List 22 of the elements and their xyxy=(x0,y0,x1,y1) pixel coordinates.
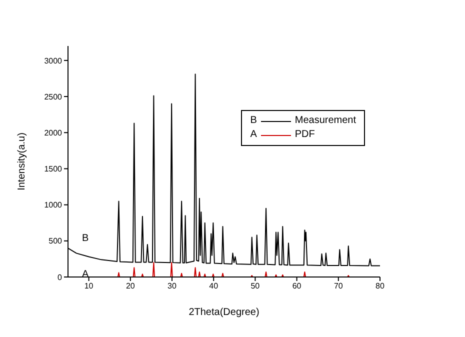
x-tick-label: 70 xyxy=(334,282,344,291)
annotation: B xyxy=(250,114,257,128)
x-tick-label: 50 xyxy=(250,282,260,291)
x-tick-label: 30 xyxy=(168,282,177,291)
y-tick-label: 500 xyxy=(48,236,63,246)
x-axis-title: 2Theta(Degree) xyxy=(188,307,260,318)
x-tick-label: 60 xyxy=(292,282,302,291)
x-tick-label: 80 xyxy=(376,282,385,291)
text: B xyxy=(82,233,89,244)
annotation: A xyxy=(250,128,257,142)
x-tick-label: 10 xyxy=(84,282,94,291)
y-tick-label: 1000 xyxy=(44,200,63,210)
y-axis-title: Intensity(a.u) xyxy=(16,132,28,190)
legend-label: PDF xyxy=(294,128,315,142)
x-tick-label: 20 xyxy=(126,282,136,291)
legend-label: Measurement xyxy=(294,114,356,128)
x-tick-label: 40 xyxy=(209,282,219,291)
y-tick-label: 2500 xyxy=(44,92,63,102)
y-tick-label: 3000 xyxy=(44,56,63,66)
y-tick-label: 1500 xyxy=(44,164,63,174)
y-tick-label: 2000 xyxy=(44,128,63,138)
y-tick-label: 0 xyxy=(58,272,63,282)
